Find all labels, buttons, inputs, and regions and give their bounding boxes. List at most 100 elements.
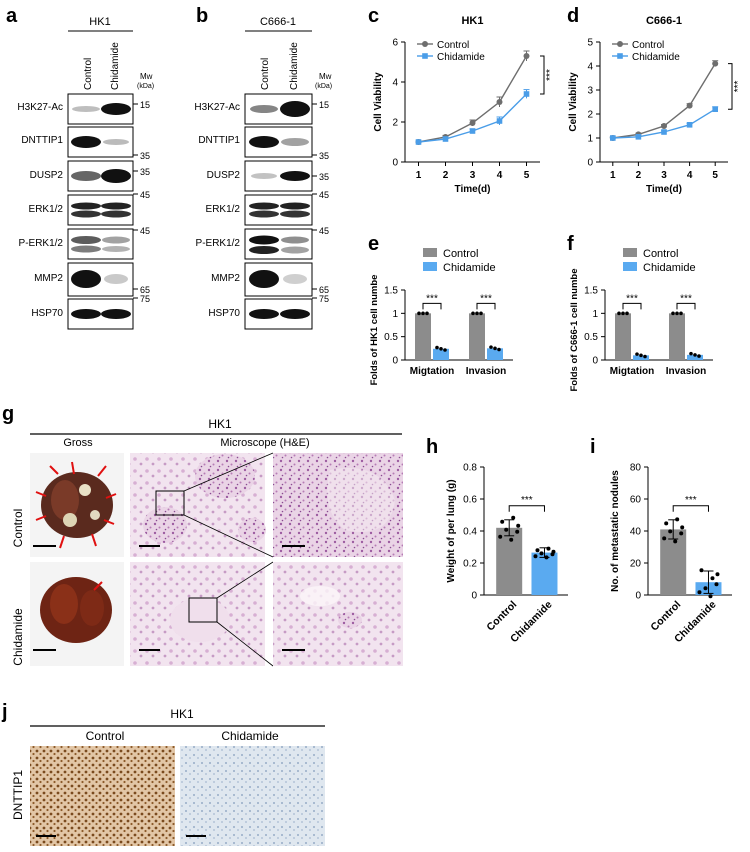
x-tick-label: 2: [443, 170, 449, 181]
data-point: [661, 123, 667, 129]
y-tick-label: 2: [587, 110, 593, 121]
panel-g-histology: HK1 Gross Microscope (H&E) Control Chida…: [11, 417, 403, 667]
blot-a-marker-6: 65: [140, 285, 150, 295]
data-point: [442, 136, 449, 142]
x-tick-label: Control: [648, 599, 683, 634]
blot-a-band-label-2: DNTTIP1: [21, 135, 63, 146]
ihc-control-image: [30, 746, 175, 846]
replicate-point: [715, 572, 720, 577]
blot-b-band-label-6: MMP2: [211, 273, 240, 284]
x-tick-label: 1: [416, 170, 422, 181]
blot-b-mw-label: Mw: [319, 72, 332, 81]
bar-control: [415, 313, 431, 360]
replicate-point: [675, 517, 680, 522]
panel-j-ihc: HK1 Control Chidamide DNTTIP1: [11, 707, 325, 846]
replicate-point: [546, 546, 551, 551]
y-tick-label: 80: [630, 463, 642, 474]
panel-g-row-control: Control: [11, 509, 25, 548]
replicate-point: [498, 534, 503, 539]
replicate-point: [693, 353, 697, 357]
y-tick-label: 6: [392, 38, 398, 49]
western-blot-b: C666-1 Control Chidamide Mw (kDa) H3K27-…: [194, 16, 332, 330]
blot-b-marker-3: 35: [319, 172, 329, 182]
y-axis-label: Folds of HK1 cell numbe: [369, 275, 380, 386]
replicate-point: [479, 311, 483, 316]
x-tick-label: 2: [636, 170, 642, 181]
blot-b-cell-line: C666-1: [260, 16, 296, 28]
ihc-chidamide-image: [180, 746, 325, 846]
chart-title: C666-1: [646, 15, 682, 27]
significance-label: ***: [680, 293, 692, 304]
y-axis-label: Folds of C666-1 cell numbe: [569, 269, 580, 392]
chart-e-hk1-migration-invasion: 0 0.5 1 1.5 Folds of HK1 cell numbe Migtation…: [369, 248, 513, 385]
panel-g-row-chidamide: Chidamide: [11, 608, 25, 666]
legend-marker-control: [422, 41, 428, 47]
legend-label-control: Control: [437, 40, 469, 51]
western-blot-a: HK1 Control Chidamide Mw (kDa) H3K27-Ac …: [17, 16, 154, 330]
blot-a-marker-3: 35: [140, 167, 150, 177]
y-tick-label: 0: [592, 356, 598, 367]
blot-b-marker-5: 45: [319, 226, 329, 236]
panel-letter-b: b: [196, 5, 208, 27]
y-tick-label: 3: [587, 86, 593, 97]
significance-label: ***: [733, 80, 744, 92]
x-axis-label: Time(d): [455, 184, 491, 195]
panel-g-col-gross: Gross: [63, 437, 93, 449]
blot-a-mw-unit: (kDa): [137, 83, 154, 90]
significance-bracket: [422, 302, 442, 310]
replicate-point: [679, 531, 684, 536]
y-tick-label: 0.2: [463, 559, 477, 570]
significance-bracket: [508, 505, 545, 512]
replicate-point: [535, 548, 540, 553]
y-tick-label: 0: [635, 591, 641, 602]
he-highmag-chidamide: [273, 562, 403, 666]
replicate-point: [680, 525, 685, 530]
blot-b-mw-unit: (kDa): [315, 83, 332, 90]
replicate-point: [493, 346, 497, 351]
bar-chidamide: [433, 348, 449, 360]
blot-a-marker-2: 35: [140, 151, 150, 161]
legend-label-chidamide: Chidamide: [632, 52, 680, 63]
replicate-point: [516, 523, 521, 528]
panel-j-row-label: DNTTIP1: [11, 770, 25, 820]
blot-b-band-label-2: DNTTIP1: [198, 135, 240, 146]
y-tick-label: 0.5: [384, 332, 398, 343]
replicate-point: [689, 351, 693, 356]
y-tick-label: 0.8: [463, 463, 477, 474]
nodule-arrows: [35, 461, 117, 549]
bar-control: [615, 313, 631, 360]
legend-label-control: Control: [643, 248, 678, 260]
chart-c-hk1-viability: HK1 0 2 4 6 1 2 3 4 5 Time(d) Cell Viability Control…: [373, 15, 556, 195]
blot-b-band-label-3: DUSP2: [207, 170, 241, 181]
blot-a-marker-4: 45: [140, 190, 150, 200]
data-point: [523, 53, 530, 59]
data-point: [686, 102, 693, 109]
replicate-point: [509, 537, 514, 542]
bar-control: [469, 313, 485, 360]
replicate-point: [662, 536, 667, 541]
blot-b-marker-1: 15: [319, 100, 329, 110]
legend-swatch-control: [423, 248, 437, 257]
legend-swatch-chidamide: [423, 262, 437, 271]
y-axis-label: Cell Viability: [373, 72, 384, 132]
bar-chidamide: [633, 355, 649, 360]
replicate-point: [621, 311, 625, 316]
chart-i-metastatic-nodules: 0 20 40 60 80 No. of metastatic nodules Contro…: [610, 463, 732, 645]
x-tick-label: Invasion: [466, 366, 507, 377]
significance-bracket: [728, 63, 733, 110]
y-axis-label: Cell Viability: [568, 72, 579, 132]
y-tick-label: 0: [392, 158, 398, 169]
blot-b-marker-6: 65: [319, 285, 329, 295]
y-axis-label: No. of metastatic nodules: [610, 470, 621, 592]
replicate-point: [617, 311, 621, 316]
blot-a-lane-control: Control: [83, 58, 94, 90]
replicate-point: [671, 311, 675, 316]
bar-chidamide: [531, 552, 558, 595]
blot-b-band-label-5: P-ERK1/2: [196, 238, 241, 249]
x-tick-label: Migtation: [410, 366, 454, 377]
replicate-point: [504, 527, 509, 532]
chart-d-c666-viability: C666-1 0 1 2 3 4 5 1 2 3 4 5 Time(d) Cell Viability Co…: [568, 15, 744, 195]
replicate-point: [699, 568, 704, 573]
series-line-chidamide: [418, 93, 527, 143]
x-tick-label: 5: [712, 170, 718, 181]
